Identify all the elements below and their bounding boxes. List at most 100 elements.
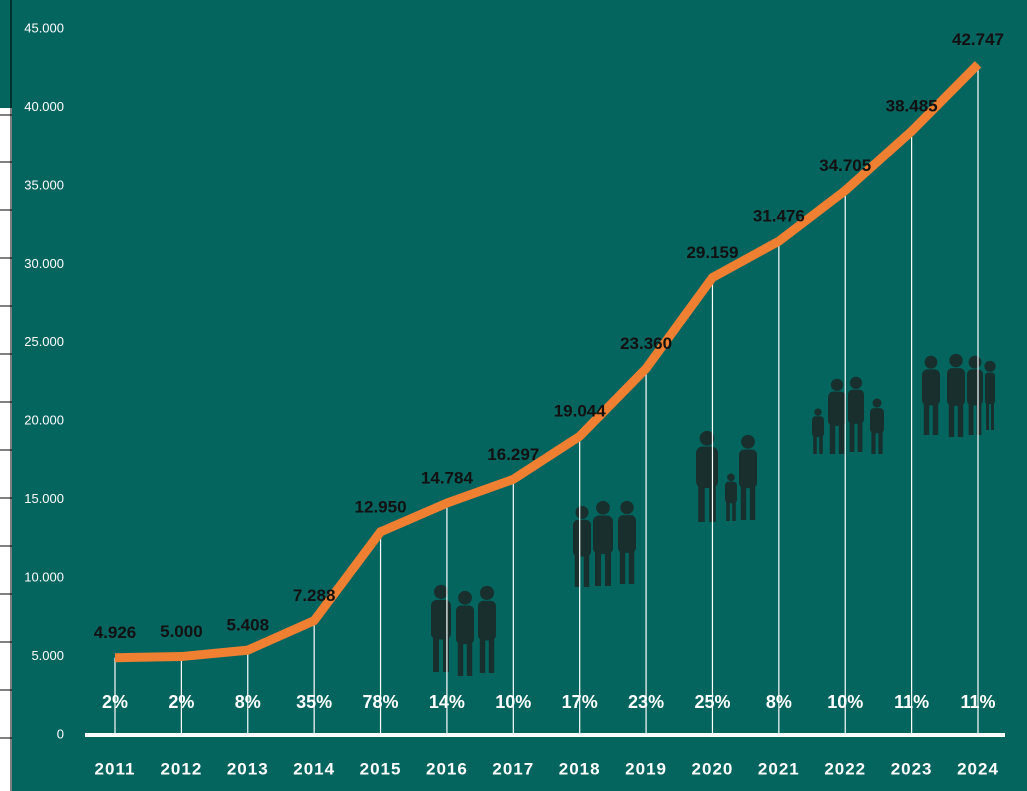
data-label: 38.485: [886, 97, 938, 116]
growth-label: 35%: [296, 692, 332, 712]
growth-label: 11%: [960, 692, 995, 712]
silhouette-head: [480, 586, 494, 600]
growth-label: 14%: [429, 692, 465, 712]
silhouette-leg: [830, 424, 835, 454]
silhouette-leg: [480, 638, 485, 673]
silhouette-head: [458, 591, 472, 605]
data-label: 34.705: [819, 156, 871, 175]
silhouette-leg: [726, 502, 730, 521]
silhouette-leg: [924, 403, 929, 435]
silhouette-leg: [750, 486, 755, 520]
x-tick-label: 2016: [426, 759, 468, 778]
silhouette-body: [870, 408, 884, 433]
silhouette-leg: [433, 637, 439, 672]
data-label: 42.747: [952, 30, 1004, 49]
y-tick-label: 0: [57, 726, 64, 741]
silhouette-leg: [839, 424, 844, 454]
silhouette-leg: [584, 554, 589, 587]
silhouette-body: [478, 601, 496, 641]
silhouette-leg: [813, 436, 817, 454]
silhouette-body: [985, 373, 995, 405]
silhouette-head: [850, 377, 862, 389]
silhouette-leg: [741, 486, 746, 520]
silhouette-head: [949, 354, 962, 367]
silhouette-leg: [458, 642, 463, 676]
x-tick-label: 2022: [824, 759, 866, 778]
chart-background: [12, 0, 1027, 791]
x-tick-label: 2024: [957, 759, 999, 778]
silhouette-leg: [489, 638, 494, 673]
silhouette-leg: [732, 502, 736, 521]
data-label: 14.784: [421, 469, 474, 488]
silhouette-leg: [605, 552, 611, 586]
silhouette-body: [431, 600, 451, 640]
y-tick-label: 20.000: [24, 413, 64, 428]
silhouette-body: [456, 605, 474, 644]
left-table-edge: [0, 0, 12, 791]
silhouette-body: [812, 416, 824, 437]
silhouette-leg: [958, 403, 963, 437]
silhouette-leg: [933, 403, 938, 435]
x-tick-label: 2019: [625, 759, 667, 778]
silhouette-leg: [850, 422, 855, 452]
y-tick-label: 10.000: [24, 570, 64, 585]
silhouette-body: [967, 369, 983, 405]
silhouette-body: [739, 449, 757, 488]
y-tick-label: 15.000: [24, 491, 64, 506]
x-tick-label: 2023: [891, 759, 933, 778]
silhouette-leg: [620, 550, 625, 584]
x-tick-label: 2021: [758, 759, 800, 778]
silhouette-leg: [986, 402, 989, 430]
silhouette-head: [575, 506, 588, 519]
silhouette-head: [831, 379, 843, 391]
growth-label: 23%: [628, 692, 664, 712]
y-tick-label: 35.000: [24, 177, 64, 192]
silhouette-leg: [949, 403, 954, 437]
x-tick-label: 2017: [492, 759, 534, 778]
silhouette-leg: [969, 403, 974, 435]
silhouette-body: [593, 515, 613, 554]
data-label: 19.044: [554, 402, 607, 421]
x-tick-label: 2012: [160, 759, 202, 778]
growth-label: 78%: [363, 692, 399, 712]
silhouette-body: [947, 368, 965, 406]
silhouette-body: [725, 482, 737, 504]
silhouette-leg: [858, 422, 863, 452]
silhouette-leg: [467, 642, 472, 676]
y-tick-label: 40.000: [24, 99, 64, 114]
growth-label: 10%: [495, 692, 531, 712]
silhouette-leg: [977, 403, 982, 435]
data-label: 12.950: [355, 497, 407, 516]
growth-label: 8%: [235, 692, 261, 712]
growth-label: 2%: [102, 692, 128, 712]
data-label: 16.297: [487, 445, 539, 464]
silhouette-head: [434, 585, 448, 599]
silhouette-head: [984, 361, 995, 372]
chart: 05.00010.00015.00020.00025.00030.00035.0…: [0, 0, 1027, 791]
growth-label: 2%: [168, 692, 194, 712]
silhouette-leg: [595, 552, 601, 586]
x-tick-label: 2014: [293, 759, 335, 778]
x-tick-label: 2013: [227, 759, 269, 778]
growth-label: 11%: [894, 692, 929, 712]
silhouette-head: [741, 435, 755, 449]
data-label: 31.476: [753, 207, 805, 226]
x-tick-label: 2020: [692, 759, 734, 778]
silhouette-body: [573, 520, 591, 557]
x-tick-label: 2015: [360, 759, 402, 778]
growth-label: 10%: [827, 692, 863, 712]
silhouette-head: [727, 473, 735, 481]
silhouette-leg: [878, 432, 882, 454]
silhouette-head: [620, 501, 633, 514]
silhouette-body: [828, 392, 846, 426]
silhouette-leg: [991, 402, 994, 430]
x-tick-label: 2018: [559, 759, 601, 778]
silhouette-body: [618, 515, 636, 553]
y-tick-label: 5.000: [31, 648, 64, 663]
silhouette-leg: [629, 550, 634, 584]
growth-label: 25%: [694, 692, 730, 712]
data-label: 29.159: [686, 243, 738, 262]
growth-label: 17%: [562, 692, 598, 712]
data-label: 23.360: [620, 334, 672, 353]
silhouette-leg: [443, 637, 449, 672]
